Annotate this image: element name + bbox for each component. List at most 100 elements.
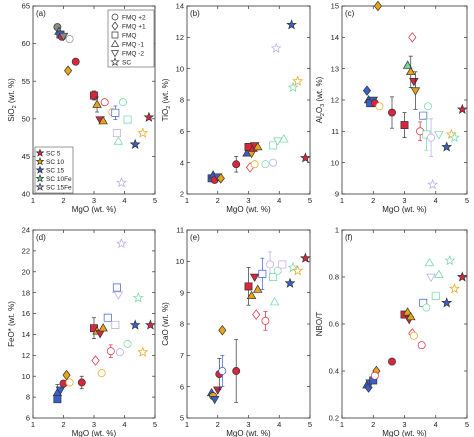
data-point — [58, 32, 69, 42]
axis-frame — [186, 229, 311, 419]
data-point — [123, 339, 132, 348]
data-point — [92, 99, 102, 108]
data-point — [129, 138, 141, 149]
data-point — [232, 367, 241, 375]
y-tick-label: 10 — [331, 158, 339, 167]
y-axis-label: FeO* (wt. %) — [7, 301, 16, 347]
data-point — [119, 98, 127, 107]
data-point — [145, 319, 156, 330]
data-point — [424, 257, 435, 267]
x-tick-label: 2 — [371, 420, 375, 429]
data-point — [269, 141, 278, 150]
data-point — [112, 283, 121, 292]
x-axis-label: MgO (wt. %) — [72, 429, 117, 437]
data-point — [137, 127, 149, 138]
data-point — [266, 260, 274, 269]
data-point — [232, 160, 241, 169]
data-point — [456, 103, 468, 114]
data-point — [434, 131, 444, 140]
data-point — [427, 178, 439, 190]
x-tick-label: 4 — [122, 196, 126, 205]
y-axis-label: Al2O3 (wt. %) — [315, 76, 326, 123]
x-tick-label: 1 — [340, 420, 344, 429]
panel-e: 1 2 3 4 5 5 6 7 8 9 10 11 MgO (wt. %) CaO (wt. %) (e) — [161, 226, 312, 437]
panel-letter: (c) — [345, 9, 355, 18]
panel-letter: (b) — [190, 9, 200, 18]
data-point — [116, 237, 127, 249]
legend-label: SC 15 — [46, 167, 64, 174]
data-point — [249, 273, 260, 283]
y-tick-label: 8 — [180, 96, 184, 105]
y-tick-label: 10 — [176, 64, 184, 73]
data-point — [244, 282, 253, 291]
data-point — [287, 81, 299, 93]
x-tick-label: 4 — [277, 420, 281, 429]
data-point — [129, 319, 141, 330]
data-point — [65, 35, 74, 44]
data-point — [406, 66, 416, 76]
data-point — [100, 98, 109, 107]
y-tick-label: 10 — [176, 257, 184, 266]
data-point — [90, 91, 98, 100]
y-tick-label: 15 — [331, 2, 339, 11]
y-tick-label: 65 — [22, 2, 30, 11]
data-point — [419, 111, 428, 120]
data-point — [216, 173, 225, 184]
legend-label: SC 15Fe — [46, 184, 72, 191]
x-tick-label: 2 — [61, 196, 65, 205]
data-point — [402, 60, 413, 69]
data-point — [123, 115, 132, 124]
data-point — [273, 266, 282, 275]
data-point — [269, 297, 280, 306]
legend-marker — [35, 173, 45, 183]
y-tick-label: 7 — [180, 351, 184, 360]
x-tick-label: 1 — [185, 420, 189, 429]
data-point — [97, 369, 106, 378]
axis-frame — [341, 229, 468, 419]
x-axis-label: MgO (wt. %) — [72, 205, 117, 214]
data-point — [111, 108, 120, 117]
y-tick-label: 12 — [22, 351, 30, 360]
data-point — [431, 291, 440, 300]
y-tick-label: 60 — [22, 39, 30, 48]
legend-marker — [110, 39, 120, 47]
y-tick-label: 12 — [331, 96, 339, 105]
data-point — [77, 378, 86, 387]
data-point — [286, 19, 297, 30]
y-tick-label: 0.4 — [329, 367, 339, 376]
data-point — [252, 284, 263, 293]
data-point — [362, 85, 372, 96]
panel-letter: (a) — [36, 9, 46, 18]
data-point — [402, 307, 413, 316]
data-point — [423, 102, 432, 111]
data-point — [106, 347, 115, 356]
legend-marker — [35, 182, 45, 191]
y-tick-label: 2 — [180, 190, 184, 199]
y-axis-label: NBO/T — [315, 312, 324, 337]
data-point — [258, 269, 267, 278]
panel-f: 1 2 3 4 5 0.2 0.4 0.6 0.8 1 MgO (wt. %) NBO/T (f) — [315, 226, 469, 437]
x-tick-label: 3 — [246, 196, 250, 205]
data-point — [400, 121, 409, 130]
data-point — [300, 152, 311, 163]
data-point — [98, 323, 108, 332]
data-point — [370, 371, 379, 380]
y-tick-label: 11 — [176, 226, 184, 235]
y-axis-label: TiO2 (wt. %) — [161, 78, 172, 121]
x-tick-label: 1 — [31, 196, 35, 205]
y-tick-label: 5 — [180, 414, 184, 423]
y-tick-label: 4 — [180, 158, 184, 167]
data-point — [64, 65, 73, 76]
x-tick-label: 2 — [61, 420, 65, 429]
data-point — [408, 32, 417, 43]
data-point — [417, 341, 426, 350]
data-point — [250, 160, 259, 169]
legend-label: FMQ -2 — [122, 50, 144, 57]
data-point — [441, 297, 453, 308]
legend-marker — [35, 148, 45, 157]
x-tick-label: 4 — [434, 196, 438, 205]
y-tick-label: 9 — [335, 190, 339, 199]
legend-label: FMQ +2 — [122, 14, 146, 21]
y-tick-label: 50 — [22, 114, 30, 123]
